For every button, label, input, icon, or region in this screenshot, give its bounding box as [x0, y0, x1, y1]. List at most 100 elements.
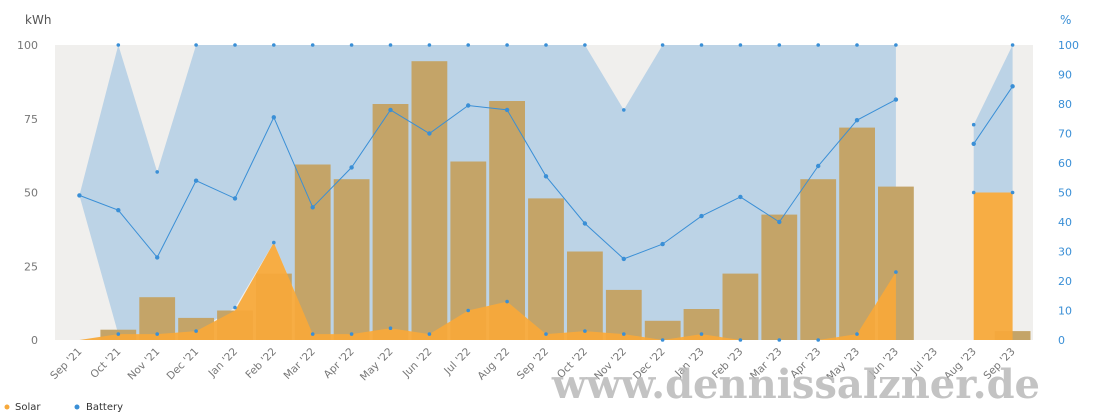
bar-16 — [644, 320, 681, 340]
battery-point-20 — [816, 163, 821, 169]
band-upper-point-22 — [894, 43, 898, 47]
legend: Solar Battery — [4, 402, 123, 413]
band-lower-point-8 — [349, 332, 354, 336]
battery-point-11 — [466, 103, 471, 108]
battery-point-2 — [116, 208, 121, 213]
solar-area — [79, 192, 1013, 340]
x-tick-1: Sep '21 — [48, 346, 84, 382]
legend-solar-label: Solar — [15, 402, 41, 413]
band-upper-point-17 — [699, 43, 704, 47]
y-right-tick-50: 50 — [1058, 187, 1072, 200]
band-upper-point-20 — [816, 43, 820, 47]
band-upper-point-16 — [660, 43, 665, 47]
y-right-tick-70: 70 — [1058, 128, 1072, 141]
battery-point-25 — [1010, 84, 1015, 89]
band-lower-point-19 — [777, 338, 782, 342]
band-lower-point-2 — [116, 332, 121, 336]
bar-18 — [722, 273, 759, 340]
bar-21 — [839, 127, 875, 340]
y-right-unit: % — [1060, 13, 1071, 27]
battery-point-5 — [232, 196, 238, 201]
battery-point-7 — [310, 205, 315, 210]
battery-point-8 — [349, 165, 354, 170]
band-upper-point-8 — [349, 43, 354, 47]
band-upper-point-11 — [466, 43, 471, 47]
bar-15 — [605, 289, 642, 340]
battery-point-21 — [854, 118, 860, 123]
band-upper-point-5 — [233, 43, 237, 47]
battery-points-group — [77, 84, 1015, 262]
battery-point-18 — [738, 194, 743, 200]
battery-point-24 — [971, 141, 976, 146]
x-tick-3: Nov '21 — [125, 346, 162, 383]
y-right-tick-20: 20 — [1058, 275, 1072, 288]
band-lower-point-18 — [738, 338, 743, 342]
y-right-tick-90: 90 — [1058, 69, 1072, 82]
band-upper-point-18 — [738, 43, 743, 47]
band-upper-point-9 — [388, 43, 393, 47]
watermark: www.dennissalzner.de — [551, 361, 1040, 408]
band-upper-point-13 — [544, 43, 548, 47]
battery-point-4 — [193, 178, 199, 183]
y-left-unit: kWh — [25, 13, 51, 27]
legend-battery-label: Battery — [86, 402, 123, 413]
bar-10 — [411, 61, 448, 340]
band-lower-point-5 — [233, 305, 237, 310]
band-upper-point-12 — [505, 43, 509, 47]
battery-point-15 — [621, 256, 626, 262]
band-upper-point-25 — [1010, 43, 1015, 47]
band-lower-point-15 — [622, 332, 626, 336]
y-left-tick-100: 100 — [17, 39, 38, 52]
band-upper-point-15 — [622, 108, 626, 112]
x-tick-9: May '22 — [358, 346, 396, 384]
band-lower-point-20 — [816, 338, 820, 342]
band-lower-point-4 — [194, 329, 198, 333]
x-tick-2: Oct '21 — [88, 346, 123, 381]
band-upper-point-14 — [583, 43, 587, 47]
x-tick-13: Sep '22 — [515, 346, 551, 382]
band-upper-point-10 — [427, 43, 432, 47]
battery-point-12 — [504, 107, 510, 113]
battery-line — [79, 86, 1014, 260]
band-upper-point-4 — [194, 43, 198, 47]
band-lower-point-25 — [1010, 190, 1015, 195]
battery-point-6 — [271, 115, 276, 120]
y-right-tick-30: 30 — [1058, 246, 1072, 259]
band-upper-point-3 — [155, 170, 159, 174]
band-lower-point-3 — [155, 332, 159, 336]
band-upper-point-24 — [971, 122, 976, 127]
band-lower-point-7 — [310, 332, 315, 336]
bar-14 — [567, 251, 603, 340]
band-lower-point-14 — [583, 329, 587, 333]
band-upper-point-19 — [777, 43, 782, 47]
y-right-tick-60: 60 — [1058, 157, 1072, 170]
x-tick-11: Jul '22 — [441, 346, 473, 378]
x-tick-5: Jan '22 — [206, 346, 240, 380]
battery-point-13 — [543, 174, 549, 179]
band-lower-point-10 — [427, 332, 432, 336]
battery-point-1 — [77, 193, 82, 198]
band-lower-point-11 — [466, 308, 471, 313]
band-lower-point-12 — [505, 299, 509, 304]
x-tick-4: Dec '21 — [165, 346, 202, 383]
band-lower-point-21 — [855, 332, 859, 336]
y-left-tick-25: 25 — [24, 260, 38, 273]
x-tick-8: Apr '22 — [322, 346, 357, 381]
band-lower-point-6 — [272, 240, 276, 245]
band-lower-point-24 — [971, 190, 976, 195]
battery-point-10 — [427, 131, 432, 136]
band-upper-point-21 — [855, 43, 859, 47]
y-right-tick-0: 0 — [1058, 334, 1065, 347]
battery-point-19 — [777, 219, 782, 225]
battery-point-9 — [388, 107, 393, 113]
x-tick-12: Aug '22 — [475, 346, 512, 383]
y-right-tick-10: 10 — [1058, 305, 1072, 318]
band-lower-point-17 — [699, 332, 704, 336]
band-lower-point-9 — [388, 326, 393, 331]
legend-battery-marker — [74, 404, 80, 410]
band-upper-point-2 — [116, 43, 121, 47]
battery-point-22 — [893, 97, 899, 102]
battery-point-16 — [660, 241, 665, 247]
band-lower-point-22 — [894, 270, 898, 274]
